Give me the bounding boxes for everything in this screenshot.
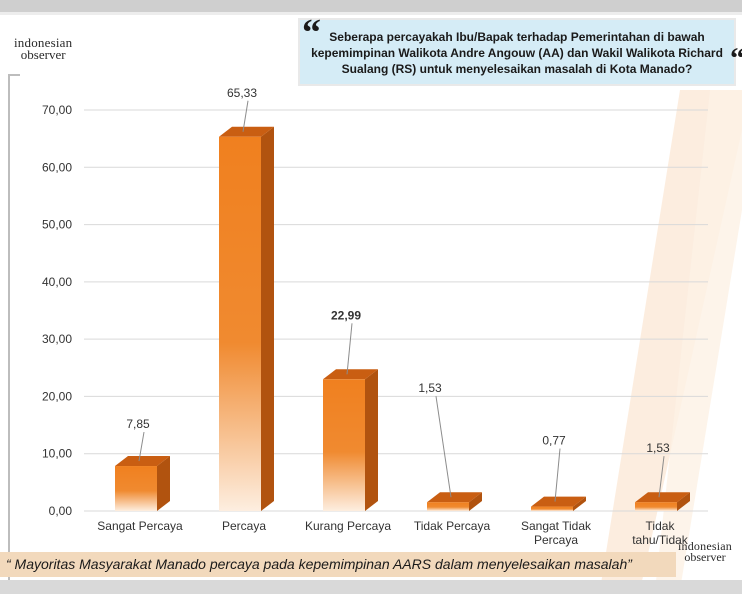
bar [323,379,365,511]
leader-line [658,456,665,498]
x-category-label: Sangat Percaya [97,519,183,533]
x-category-label: tahu/Tidak [632,533,689,547]
value-labels: 7,85 65,33 22,99 1,53 0,77 1,53 [126,86,670,455]
bar-side-face [365,369,378,511]
y-tick-label: 10,00 [42,447,72,461]
y-tick-label: 0,00 [49,504,73,518]
y-tick-label: 60,00 [42,160,72,174]
bar-top-face [115,456,170,467]
logo-bottom-line-2: observer [684,550,726,565]
value-label: 22,99 [331,308,361,322]
y-tick-label: 50,00 [42,218,72,232]
y-axis-ticks: 0,00 10,00 20,00 30,00 40,00 50,00 60,00 70,00 [42,103,72,518]
y-tick-label: 40,00 [42,275,72,289]
value-leader-lines [138,100,665,502]
chart-bars [115,126,690,511]
logo-line-1: indonesian [14,35,73,50]
footer-caption-banner: “ Mayoritas Masyarakat Manado percaya pa… [0,552,676,577]
bar [219,136,261,511]
value-label: 65,33 [227,86,257,100]
leader-line [138,431,145,462]
y-tick-label: 70,00 [42,103,72,117]
x-category-label: Percaya [534,533,578,547]
survey-question-box: Seberapa percayakah Ibu/Bapak terhadap P… [300,20,734,84]
x-category-label: Kurang Percaya [305,519,391,533]
logo-bottom-line-1: indonesian [678,539,732,553]
logo-line-2: observer [20,47,66,63]
bar-side-face [157,456,170,511]
bar-top-face [427,492,482,503]
value-label: 1,53 [418,381,442,395]
x-category-label: Sangat Tidak [521,519,592,533]
bar-side-face [469,492,482,511]
bar-side-face [261,126,274,511]
indonesian-observer-logo: indonesian observer [14,35,73,63]
leader-line [435,396,452,498]
bottom-frame-bar [0,580,742,594]
top-frame-bar [0,0,742,12]
bar-side-face [677,492,690,511]
indonesian-observer-logo-bottom: indonesian observer [678,539,732,565]
bar [531,506,573,511]
value-label: 7,85 [126,417,150,431]
y-tick-label: 30,00 [42,332,72,346]
chart-gridlines [84,109,708,512]
left-bracket-frame [8,74,20,580]
leader-line [554,448,561,502]
y-tick-label: 20,00 [42,389,72,403]
bar-top-face [219,126,274,137]
bar-top-face [531,496,586,507]
bar-top-face [635,492,690,503]
footer-caption-text: “ Mayoritas Masyarakat Manado percaya pa… [6,556,632,572]
bar-top-face [323,369,378,380]
decorative-background-stripes [600,90,742,590]
top-frame-line [0,12,742,15]
value-label: 0,77 [542,434,566,448]
survey-question-text: Seberapa percayakah Ibu/Bapak terhadap P… [311,30,723,76]
bar [115,466,157,511]
open-quote-mark: “ [302,12,321,54]
leader-line [346,323,353,375]
x-category-label: Tidak Percaya [414,519,491,533]
value-label: 1,53 [646,441,670,455]
bar [635,502,677,511]
x-axis-labels: Sangat Percaya Percaya Kurang Percaya Tidak… [97,519,688,547]
x-category-label: Percaya [222,519,266,533]
bar [427,502,469,511]
close-quote-mark: “ [730,44,742,74]
bar-side-face [573,496,586,511]
leader-line [242,100,249,132]
x-category-label: Tidak [646,519,676,533]
